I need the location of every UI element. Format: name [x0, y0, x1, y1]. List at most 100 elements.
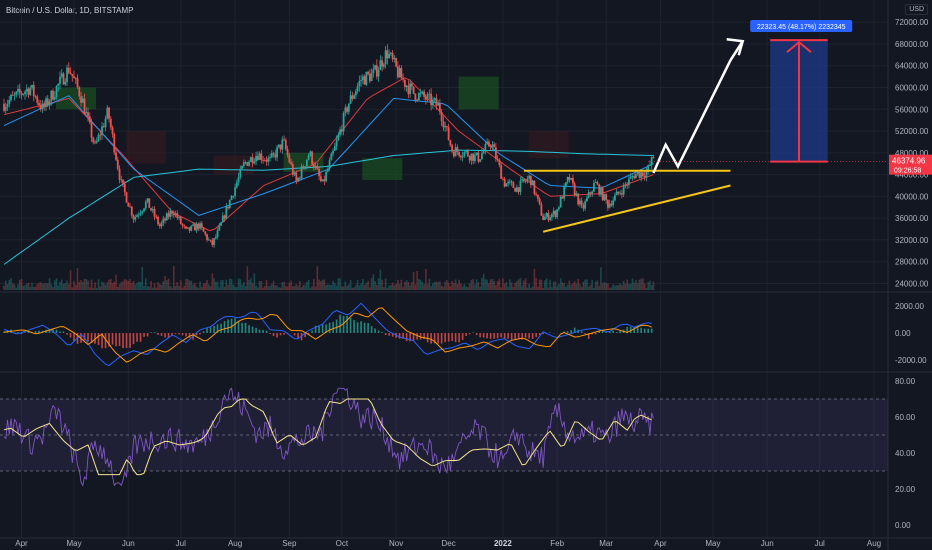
candle-body — [106, 107, 109, 119]
candle-body — [640, 172, 643, 178]
volume-bar — [104, 284, 107, 290]
signal-line — [3, 307, 652, 363]
candle-body — [388, 53, 391, 59]
candle-body — [558, 207, 560, 210]
volume-bar — [122, 280, 124, 290]
candle-body — [556, 209, 559, 218]
candle-body — [111, 127, 114, 134]
volume-bar — [528, 283, 530, 290]
volume-bar — [109, 278, 112, 290]
cloud-patch — [362, 158, 403, 181]
volume-bar — [575, 283, 578, 290]
candle-body — [109, 118, 112, 128]
candle-body — [186, 227, 189, 229]
candle-body — [477, 152, 480, 162]
volume-bar — [297, 285, 299, 290]
volume-bar — [640, 278, 642, 290]
macd-hist-bar — [62, 331, 65, 333]
rsi-line — [3, 387, 654, 487]
macd-hist-bar — [528, 333, 530, 339]
candle-body — [258, 153, 261, 160]
volume-bar — [32, 286, 35, 290]
candle-body — [220, 222, 222, 226]
candle-body — [104, 118, 107, 128]
macd-hist-bar — [531, 333, 534, 339]
currency-badge[interactable]: USD — [905, 4, 928, 15]
candle-body — [367, 71, 370, 74]
candle-body — [129, 206, 131, 208]
candle-body — [449, 140, 452, 146]
candle-body — [244, 162, 247, 164]
candle-body — [463, 151, 466, 156]
candle-body — [125, 192, 128, 203]
volume-bar — [362, 279, 364, 290]
volume-bar — [274, 285, 277, 290]
candle-body — [157, 216, 159, 225]
volume-bar — [332, 280, 334, 290]
volume-bar — [202, 283, 205, 290]
candle-body — [601, 187, 604, 201]
volume-bar — [316, 266, 319, 290]
macd-hist-bar — [433, 333, 436, 344]
macd-hist-bar — [13, 332, 16, 333]
measure-label-bg — [750, 20, 853, 32]
candle-body — [635, 173, 637, 179]
volume-bar — [143, 285, 145, 290]
volume-bar — [146, 286, 149, 290]
volume-bar — [495, 285, 497, 290]
candle-body — [192, 224, 194, 226]
volume-bar — [475, 279, 478, 290]
candle-body — [216, 230, 219, 237]
candle-body — [249, 157, 252, 162]
candle-body — [522, 179, 525, 182]
candle-body — [284, 140, 287, 150]
volume-bar — [346, 285, 348, 290]
candle-body — [262, 159, 264, 161]
macd-hist-bar — [17, 332, 19, 333]
volume-bar — [129, 279, 131, 290]
candle-body — [472, 153, 475, 161]
price-tick-label: 72000.00 — [895, 18, 929, 27]
price-tick-label: 52000.00 — [895, 127, 929, 136]
volume-bar — [342, 286, 345, 290]
candle-body — [298, 177, 301, 179]
macd-hist-bar — [594, 333, 597, 335]
volume-bar — [208, 284, 210, 290]
time-tick-label: Jun — [761, 539, 774, 548]
volume-bar — [144, 278, 147, 290]
candle-body — [605, 194, 608, 201]
volume-bar — [351, 287, 354, 290]
volume-bar — [211, 273, 214, 290]
macd-hist-bar — [437, 333, 439, 344]
volume-bar — [645, 287, 648, 290]
macd-hist-bar — [409, 333, 411, 342]
volume-bar — [80, 280, 82, 290]
candle-body — [39, 104, 42, 110]
candle-body — [466, 150, 469, 157]
candle-body — [447, 127, 450, 141]
candle-body — [642, 172, 644, 176]
volume-bar — [365, 283, 368, 290]
macd-hist-bar — [650, 328, 653, 333]
volume-bar — [363, 285, 366, 290]
rsi-tick-label: 40.00 — [895, 449, 916, 458]
candle-body — [293, 172, 296, 175]
macd-hist-bar — [220, 323, 222, 333]
candle-body — [36, 96, 39, 103]
volume-bar — [584, 279, 586, 290]
volume-bar — [524, 278, 527, 290]
macd-hist-bar — [143, 333, 145, 337]
price-tick-label: 68000.00 — [895, 40, 929, 49]
volume-bar — [558, 283, 560, 290]
candle-body — [80, 96, 82, 103]
drawings[interactable]: 22323.45 (48.17%) 2232345 — [523, 20, 888, 233]
macd-hist-bar — [500, 333, 502, 338]
candle-body — [594, 182, 597, 183]
volume-bar — [293, 285, 296, 290]
candle-body — [480, 153, 483, 160]
macd-hist-bar — [591, 333, 593, 335]
volume-bar — [552, 281, 555, 290]
price-tag-value: 46374.96 — [892, 157, 926, 166]
candle-body — [358, 80, 361, 87]
